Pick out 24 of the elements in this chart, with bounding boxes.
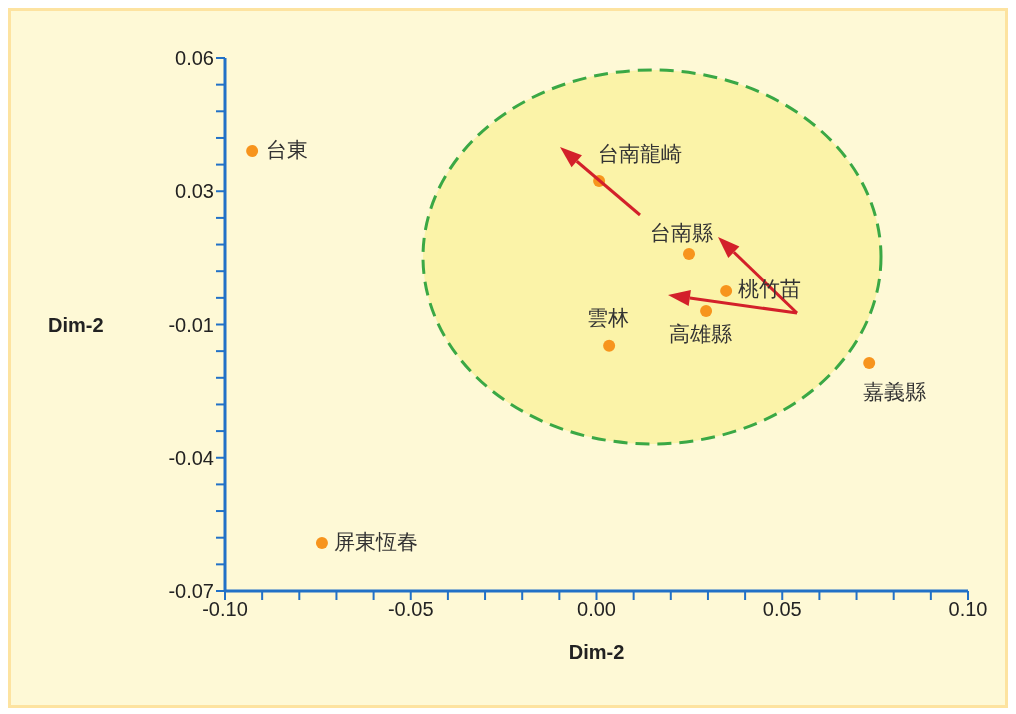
y-tick-label: -0.01 (168, 313, 214, 336)
x-tick-label: 0.00 (577, 598, 616, 621)
point (863, 357, 876, 370)
annotation: 台東 (266, 137, 309, 161)
y-tick-label: -0.04 (168, 446, 214, 469)
point (720, 284, 733, 297)
point (315, 537, 328, 550)
point (603, 339, 616, 352)
annotation: 屏東恆春 (333, 529, 418, 553)
annotation: 雲林 (587, 306, 630, 330)
point (683, 247, 695, 260)
x-tick-label: -0.05 (387, 598, 434, 621)
y-tick-label: 0.03 (175, 180, 214, 203)
annotation: 台南龍崎 (598, 141, 683, 165)
point (700, 304, 713, 317)
annotation: 高雄縣 (669, 321, 733, 345)
y-axis-title: Dim-2 (48, 313, 104, 336)
x-tick-label: 0.05 (762, 598, 802, 621)
x-tick-label: 0.10 (948, 598, 988, 621)
y-tick-label: 0.06 (175, 47, 214, 70)
annotation: 台南縣 (650, 220, 713, 244)
x-axis-title: Dim-2 (568, 641, 625, 663)
annotation: 嘉義縣 (863, 379, 927, 403)
point (246, 145, 259, 158)
